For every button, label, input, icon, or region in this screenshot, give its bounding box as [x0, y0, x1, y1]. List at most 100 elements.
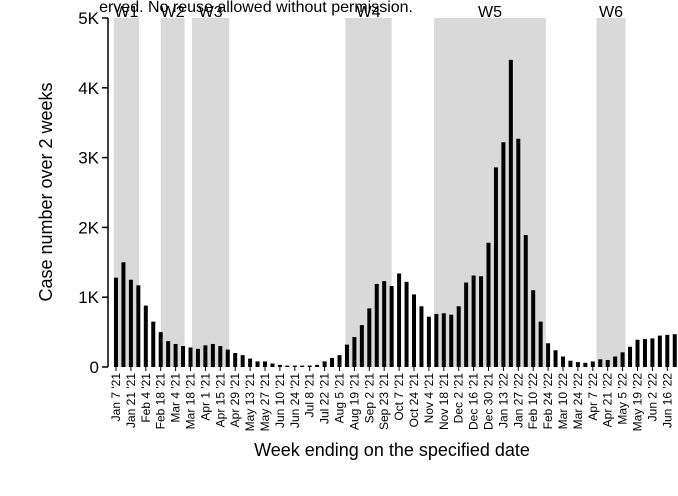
- x-tick-label: Mar 24 '22: [571, 373, 585, 430]
- x-tick-label: Jun 2 '22: [645, 373, 659, 422]
- x-tick-label: Jul 22 '21: [318, 373, 332, 424]
- bar: [218, 346, 223, 367]
- bar: [367, 308, 372, 367]
- bar: [486, 242, 491, 367]
- x-tick-label: Oct 7 '21: [392, 373, 406, 421]
- wave-span: [160, 18, 185, 367]
- x-tick-label: Apr 7 '22: [586, 373, 600, 421]
- bar: [121, 262, 126, 367]
- x-tick-label: Mar 10 '22: [556, 373, 570, 430]
- bar: [479, 276, 484, 367]
- bar: [635, 339, 640, 367]
- wave-span: [191, 18, 230, 367]
- bar: [397, 273, 402, 367]
- bar: [531, 290, 536, 367]
- bar: [344, 344, 349, 367]
- bar: [493, 167, 498, 367]
- bar: [151, 321, 156, 367]
- bar: [419, 306, 424, 367]
- bar: [434, 313, 439, 367]
- bar: [590, 361, 595, 367]
- wave-label: W4: [357, 4, 381, 21]
- bar: [546, 343, 551, 367]
- bar: [307, 365, 312, 367]
- x-tick-label: Aug 5 '21: [333, 373, 347, 424]
- y-tick-label: 5K: [78, 9, 99, 28]
- bar: [404, 281, 409, 367]
- x-tick-label: Apr 1 '21: [198, 373, 212, 421]
- bar: [136, 285, 141, 367]
- bar: [553, 350, 558, 367]
- x-tick-label: Sep 23 '21: [377, 373, 391, 430]
- bar: [195, 348, 200, 367]
- x-tick-label: Oct 24 '21: [407, 373, 421, 428]
- bar: [210, 343, 215, 367]
- bar: [300, 365, 305, 367]
- bar: [665, 334, 670, 367]
- bar: [166, 341, 171, 367]
- bar: [173, 343, 178, 367]
- x-axis-title: Week ending on the specified date: [254, 440, 530, 460]
- x-tick-label: Apr 29 '21: [228, 373, 242, 428]
- bar: [114, 277, 118, 367]
- bar: [188, 347, 193, 367]
- bar: [471, 275, 476, 367]
- bar: [322, 361, 327, 367]
- y-tick-label: 4K: [78, 79, 99, 98]
- notice: erved. No reuse allowed without permissi…: [99, 0, 413, 16]
- bar: [158, 332, 163, 367]
- bar: [605, 360, 610, 367]
- x-tick-label: May 27 '21: [258, 373, 272, 432]
- bar: [292, 365, 297, 367]
- bar: [575, 362, 580, 367]
- bar: [181, 346, 186, 367]
- x-tick-label: Sep 2 '21: [362, 373, 376, 424]
- bar: [523, 235, 528, 367]
- x-tick-label: Feb 24 '22: [541, 373, 555, 430]
- bar: [285, 365, 290, 367]
- bar: [642, 339, 647, 367]
- bar: [337, 355, 342, 367]
- bar: [620, 352, 625, 367]
- x-tick-label: May 5 '22: [616, 373, 630, 425]
- y-tick-label: 1K: [78, 288, 99, 307]
- bar: [441, 313, 446, 367]
- bar: [128, 279, 133, 367]
- bar: [225, 349, 230, 367]
- bar: [263, 361, 267, 367]
- x-tick-label: Feb 4 '21: [139, 373, 153, 423]
- bar: [568, 360, 573, 367]
- bar: [508, 59, 513, 367]
- x-tick-label: Aug 19 '21: [347, 373, 361, 430]
- x-tick-label: May 13 '21: [243, 373, 257, 432]
- bar: [374, 283, 379, 367]
- x-tick-label: Dec 2 '21: [452, 373, 466, 424]
- bar: [426, 316, 431, 367]
- x-tick-label: Jan 27 '22: [511, 373, 525, 428]
- bar: [561, 356, 565, 367]
- wave-label: W1: [114, 4, 138, 21]
- x-tick-label: May 19 '22: [631, 373, 645, 432]
- bar: [233, 353, 238, 367]
- bar: [538, 321, 543, 367]
- bar: [657, 335, 662, 367]
- wave-label: W6: [599, 4, 623, 21]
- bar: [255, 361, 260, 367]
- x-tick-label: Nov 4 '21: [422, 373, 436, 424]
- x-tick-label: Jun 24 '21: [288, 373, 302, 428]
- wave-span: [596, 18, 626, 367]
- wave-label: W2: [161, 4, 185, 21]
- bar: [672, 334, 677, 367]
- bar: [389, 286, 394, 367]
- x-tick-label: Jul 8 '21: [303, 373, 317, 418]
- bar: [464, 282, 469, 367]
- x-tick-label: Jan 7 '21: [109, 373, 123, 422]
- x-tick-label: Dec 30 '21: [482, 373, 496, 430]
- y-tick-label: 3K: [78, 149, 99, 168]
- x-tick-label: Apr 15 '21: [213, 373, 227, 428]
- x-tick-label: Dec 16 '21: [467, 373, 481, 430]
- y-tick-label: 0: [90, 358, 99, 377]
- bar: [352, 336, 357, 367]
- x-tick-label: Nov 18 '21: [437, 373, 451, 430]
- x-tick-label: Jan 13 '22: [496, 373, 510, 428]
